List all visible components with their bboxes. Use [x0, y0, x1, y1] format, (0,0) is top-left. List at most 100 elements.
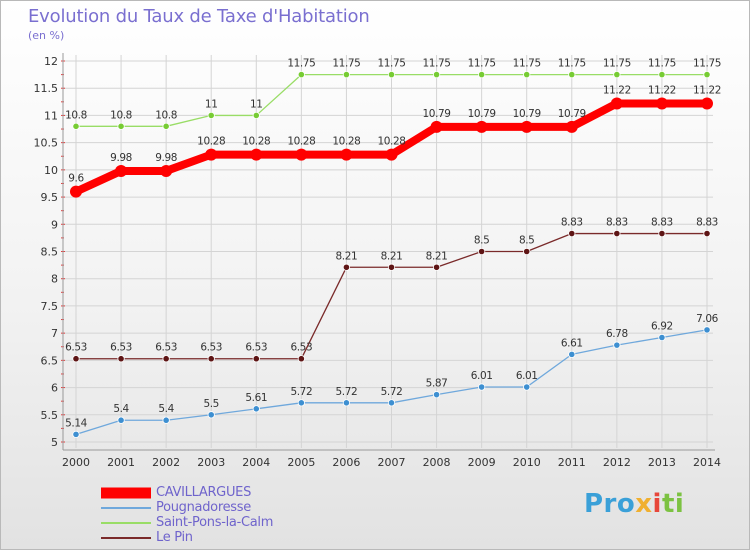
y-tick-label: 11.5 — [34, 82, 59, 95]
x-tick-label: 2005 — [287, 456, 315, 469]
data-label-le-pin: 8.83 — [651, 217, 673, 229]
data-label-cavillargues: 10.79 — [513, 108, 541, 120]
data-point-cavillargues — [701, 97, 713, 110]
x-tick-label: 2013 — [648, 456, 676, 469]
legend-label: Le Pin — [156, 530, 193, 545]
legend-swatch — [101, 487, 151, 498]
y-tick-label: 12 — [44, 55, 58, 68]
data-point-le-pin — [387, 263, 396, 271]
data-point-saint-pons-la-calm — [613, 71, 621, 79]
data-label-pougnadoresse: 5.4 — [158, 403, 174, 415]
x-tick-label: 2003 — [197, 456, 225, 469]
legend-swatch — [101, 506, 151, 509]
data-point-saint-pons-la-calm — [523, 71, 531, 79]
logo-part-4: ti — [661, 489, 685, 519]
data-point-le-pin — [613, 229, 621, 238]
data-point-cavillargues — [385, 148, 398, 161]
logo-part-2: x — [635, 489, 653, 519]
data-point-pougnadoresse — [342, 399, 351, 407]
data-point-le-pin — [523, 247, 531, 256]
data-point-saint-pons-la-calm — [478, 71, 486, 79]
data-point-saint-pons-la-calm — [117, 122, 125, 130]
data-label-saint-pons-la-calm: 11 — [250, 98, 263, 110]
data-label-saint-pons-la-calm: 11.75 — [287, 58, 315, 70]
data-point-saint-pons-la-calm — [297, 71, 305, 79]
data-label-saint-pons-la-calm: 11.75 — [468, 58, 496, 70]
y-tick-label: 5 — [51, 436, 58, 449]
data-point-saint-pons-la-calm — [658, 71, 666, 79]
legend-item: Saint-Pons-la-Calm — [101, 515, 273, 530]
data-label-pougnadoresse: 6.61 — [561, 337, 583, 349]
data-point-cavillargues — [160, 164, 173, 177]
data-point-saint-pons-la-calm — [207, 111, 215, 120]
data-label-le-pin: 8.5 — [474, 235, 490, 247]
data-point-le-pin — [162, 355, 170, 363]
y-tick-label: 6.5 — [41, 354, 59, 367]
data-label-le-pin: 8.83 — [696, 217, 718, 229]
data-point-pougnadoresse — [252, 405, 260, 413]
data-label-cavillargues: 10.28 — [377, 136, 405, 148]
data-label-saint-pons-la-calm: 11 — [205, 98, 218, 110]
data-point-saint-pons-la-calm — [162, 122, 170, 130]
legend-swatch — [101, 536, 151, 539]
data-label-cavillargues: 9.98 — [110, 152, 132, 164]
data-point-saint-pons-la-calm — [387, 71, 396, 79]
x-tick-label: 2002 — [152, 456, 180, 469]
data-point-cavillargues — [70, 185, 82, 198]
x-tick-label: 2000 — [62, 456, 90, 469]
data-point-le-pin — [342, 263, 351, 271]
y-tick-label: 8.5 — [41, 246, 59, 259]
data-label-saint-pons-la-calm: 10.8 — [110, 109, 132, 121]
legend-item: Le Pin — [101, 530, 273, 545]
data-label-pougnadoresse: 5.5 — [203, 398, 219, 410]
data-point-pougnadoresse — [207, 411, 215, 419]
x-tick-label: 2011 — [558, 456, 586, 469]
data-label-pougnadoresse: 5.72 — [290, 386, 312, 398]
y-tick-label: 6 — [51, 382, 58, 395]
data-label-saint-pons-la-calm: 10.8 — [155, 109, 177, 121]
x-tick-label: 2014 — [693, 456, 721, 469]
data-label-cavillargues: 10.28 — [197, 136, 225, 148]
data-label-saint-pons-la-calm: 11.75 — [377, 58, 405, 70]
proxiti-logo: Proxiti — [584, 489, 684, 519]
data-point-pougnadoresse — [613, 341, 621, 349]
data-point-le-pin — [117, 355, 125, 363]
data-label-cavillargues: 10.79 — [423, 108, 451, 120]
data-point-cavillargues — [430, 120, 443, 133]
data-point-le-pin — [478, 247, 486, 256]
data-point-le-pin — [432, 263, 441, 271]
data-label-le-pin: 8.5 — [519, 235, 535, 247]
data-label-pougnadoresse: 5.72 — [336, 386, 358, 398]
x-tick-label: 2009 — [468, 456, 496, 469]
data-label-pougnadoresse: 5.14 — [65, 417, 87, 429]
data-label-le-pin: 8.21 — [381, 250, 403, 262]
chart-title: Evolution du Taux de Taxe d'Habitation — [28, 6, 370, 27]
y-tick-label: 7.5 — [41, 300, 59, 313]
data-point-le-pin — [207, 355, 215, 363]
legend-item: CAVILLARGUES — [101, 485, 273, 500]
data-label-cavillargues: 10.28 — [242, 136, 270, 148]
data-label-le-pin: 6.53 — [200, 342, 222, 354]
data-point-cavillargues — [520, 120, 533, 133]
data-point-saint-pons-la-calm — [342, 71, 351, 79]
data-point-pougnadoresse — [658, 333, 666, 342]
x-tick-label: 2004 — [242, 456, 270, 469]
logo-part-3: i — [652, 489, 662, 519]
x-tick-label: 2008 — [423, 456, 451, 469]
data-label-pougnadoresse: 6.78 — [606, 328, 628, 340]
data-label-pougnadoresse: 5.72 — [381, 386, 403, 398]
data-label-le-pin: 6.53 — [65, 342, 87, 354]
data-label-le-pin: 6.53 — [245, 342, 267, 354]
data-label-le-pin: 8.21 — [426, 250, 448, 262]
data-point-cavillargues — [295, 148, 308, 161]
data-label-pougnadoresse: 6.01 — [516, 370, 538, 382]
legend-label: CAVILLARGUES — [156, 485, 252, 500]
data-label-saint-pons-la-calm: 11.75 — [513, 58, 541, 70]
data-point-saint-pons-la-calm — [252, 111, 260, 120]
series-layer — [70, 71, 713, 438]
data-label-le-pin: 6.53 — [110, 342, 132, 354]
data-label-pougnadoresse: 6.01 — [471, 370, 493, 382]
data-label-le-pin: 8.83 — [561, 217, 583, 229]
